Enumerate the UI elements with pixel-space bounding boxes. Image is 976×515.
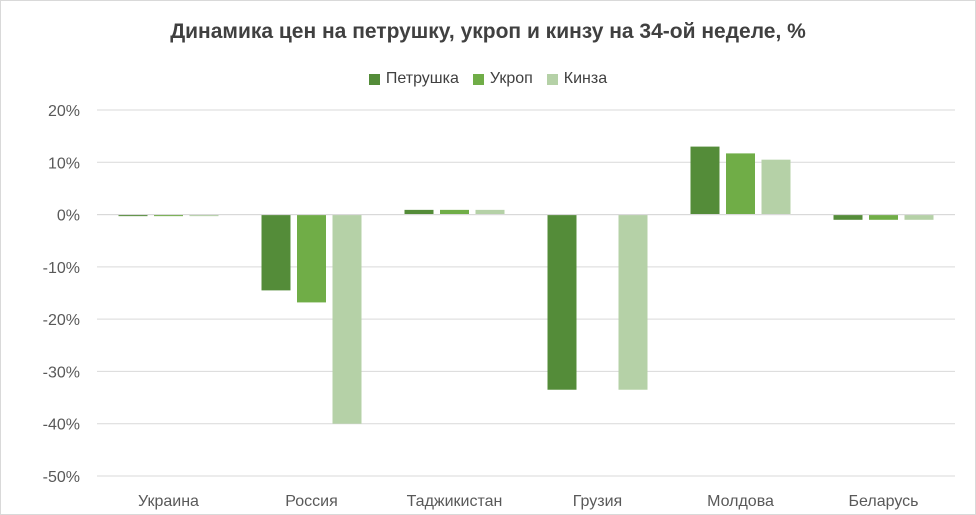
- y-tick-label: -10%: [43, 260, 80, 277]
- bar: [189, 214, 219, 217]
- bar: [547, 214, 577, 390]
- bar: [904, 214, 934, 220]
- y-tick-label: 20%: [48, 103, 80, 120]
- bar: [118, 214, 148, 217]
- legend-label: Укроп: [489, 70, 533, 87]
- legend-item: Укроп: [472, 70, 533, 88]
- chart-title: Динамика цен на петрушку, укроп и кинзу …: [170, 20, 806, 43]
- legend-item: Кинза: [546, 70, 608, 88]
- bar: [869, 214, 898, 220]
- legend-label: Кинза: [563, 70, 608, 87]
- x-tick-label: Украина: [138, 493, 199, 510]
- y-tick-label: -50%: [43, 469, 80, 486]
- bar: [833, 214, 863, 220]
- x-tick-label: Грузия: [573, 493, 622, 510]
- bar: [154, 214, 183, 217]
- bar: [726, 153, 755, 215]
- y-tick-label: 10%: [48, 155, 80, 172]
- y-tick-label: 0%: [57, 208, 80, 225]
- legend-swatch: [368, 73, 380, 85]
- bar: [261, 214, 291, 291]
- legend-swatch: [546, 73, 558, 85]
- y-tick-label: -20%: [43, 312, 80, 329]
- x-tick-label: Беларусь: [849, 493, 919, 510]
- legend: Петрушка Укроп Кинза: [0, 70, 976, 88]
- bar: [440, 209, 469, 215]
- y-tick-label: -30%: [43, 364, 80, 381]
- bar: [690, 146, 720, 215]
- bar: [761, 159, 791, 215]
- legend-item: Петрушка: [368, 70, 459, 88]
- x-tick-label: Молдова: [707, 493, 774, 510]
- bar: [297, 214, 326, 303]
- x-tick-label: Таджикистан: [407, 493, 503, 510]
- bar: [404, 209, 434, 215]
- bar: [332, 214, 362, 424]
- bar: [475, 209, 505, 215]
- legend-label: Петрушка: [385, 70, 459, 87]
- y-tick-label: -40%: [43, 417, 80, 434]
- bar: [618, 214, 648, 390]
- legend-swatch: [472, 73, 484, 85]
- x-tick-label: Россия: [285, 493, 337, 510]
